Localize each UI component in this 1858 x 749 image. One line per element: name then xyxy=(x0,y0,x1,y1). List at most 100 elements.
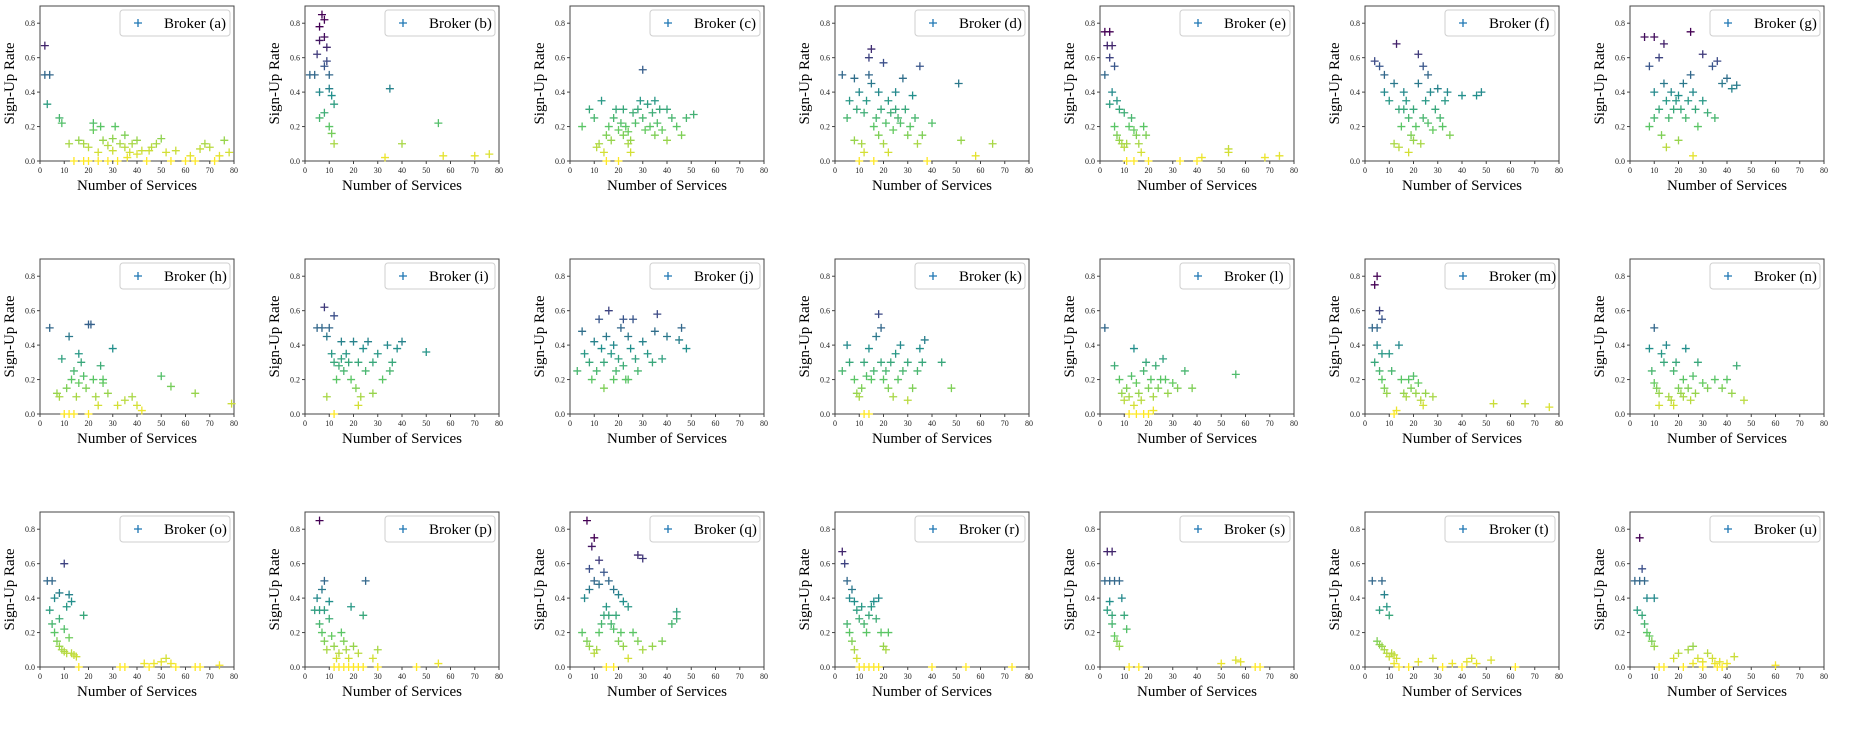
data-point xyxy=(354,401,363,410)
data-point xyxy=(667,619,676,628)
data-point xyxy=(1402,392,1411,401)
x-tick-label: 10 xyxy=(1385,166,1393,175)
data-point xyxy=(434,119,443,128)
data-point xyxy=(898,366,907,375)
data-point xyxy=(1659,663,1668,671)
data-point xyxy=(879,139,888,148)
data-point xyxy=(590,113,599,122)
legend-box xyxy=(914,515,1026,543)
data-point xyxy=(629,628,638,637)
x-axis-label: Number of Services xyxy=(607,684,727,700)
data-point xyxy=(325,614,334,623)
data-point xyxy=(886,358,895,367)
data-point xyxy=(1385,611,1394,620)
data-point xyxy=(847,585,856,594)
data-point xyxy=(227,399,236,408)
data-point xyxy=(364,337,373,346)
data-point xyxy=(1698,379,1707,387)
data-point xyxy=(1108,611,1117,620)
legend-marker xyxy=(664,19,672,27)
data-point xyxy=(57,119,66,128)
data-point xyxy=(157,372,166,381)
x-tick-label: 0 xyxy=(833,419,837,428)
data-point xyxy=(485,150,494,159)
y-tick-label: 0.6 xyxy=(25,560,35,569)
x-tick-label: 0 xyxy=(1363,419,1367,428)
data-point xyxy=(1667,88,1676,97)
data-point xyxy=(1411,389,1420,398)
data-point xyxy=(1424,119,1433,128)
legend-box xyxy=(1444,262,1556,290)
y-tick-label: 0.2 xyxy=(555,376,565,385)
data-point xyxy=(599,384,608,393)
y-tick-label: 0.4 xyxy=(820,88,830,97)
data-point xyxy=(72,652,81,661)
data-point xyxy=(133,401,141,410)
data-point xyxy=(368,389,377,398)
data-point xyxy=(599,148,608,157)
data-point xyxy=(850,74,859,83)
data-point xyxy=(315,36,324,45)
data-point xyxy=(672,607,681,616)
data-point xyxy=(1414,79,1423,88)
data-point xyxy=(590,533,599,542)
data-point xyxy=(607,136,616,145)
data-point xyxy=(1110,62,1119,71)
data-point xyxy=(663,105,671,114)
y-axis-label: Sign-Up Rate xyxy=(532,42,548,124)
x-tick-label: 0 xyxy=(1098,419,1102,428)
legend-box xyxy=(649,515,761,543)
legend-box xyxy=(119,262,231,290)
data-point xyxy=(320,303,329,312)
data-point xyxy=(196,663,205,671)
data-point xyxy=(103,141,112,150)
data-point xyxy=(624,139,633,148)
data-point xyxy=(1404,663,1413,671)
data-point xyxy=(595,628,604,637)
y-tick-label: 0.6 xyxy=(820,307,830,316)
data-point xyxy=(325,122,334,131)
y-tick-label: 0.4 xyxy=(1350,341,1360,350)
data-point xyxy=(1521,399,1530,408)
legend-box xyxy=(1709,262,1821,290)
x-tick-label: 40 xyxy=(1193,672,1201,681)
legend-marker xyxy=(1194,19,1202,27)
data-point xyxy=(855,614,864,623)
data-point xyxy=(937,358,946,367)
data-point xyxy=(1655,389,1664,398)
data-point xyxy=(1373,323,1382,332)
x-tick-label: 50 xyxy=(687,672,695,681)
data-point xyxy=(79,139,88,148)
x-tick-label: 70 xyxy=(736,166,744,175)
subplot-16: 0 10 20 30 40 50 60 70 80 0.0 0.2 0.4 0.6 0.8 Number o… xyxy=(532,511,768,700)
data-point xyxy=(313,594,322,603)
data-point xyxy=(1134,139,1143,148)
x-tick-label: 70 xyxy=(206,419,214,428)
data-point xyxy=(612,105,621,114)
x-tick-label: 50 xyxy=(157,419,165,428)
data-point xyxy=(125,148,134,157)
data-point xyxy=(1693,358,1702,367)
data-point xyxy=(585,358,594,367)
x-tick-label: 30 xyxy=(639,672,647,681)
subplot-10: 0 10 20 30 40 50 60 70 80 0.0 0.2 0.4 0.6 0.8 Number o… xyxy=(797,258,1033,447)
data-point xyxy=(597,344,606,353)
legend-marker xyxy=(929,272,937,280)
y-tick-label: 0.6 xyxy=(555,307,565,316)
y-axis-label: Sign-Up Rate xyxy=(1327,295,1343,377)
y-tick-label: 0.8 xyxy=(1350,525,1360,534)
x-tick-label: 70 xyxy=(471,672,479,681)
data-point xyxy=(79,372,88,381)
x-tick-label: 80 xyxy=(760,419,768,428)
subplot-14: 0 10 20 30 40 50 60 70 80 0.0 0.2 0.4 0.6 0.8 Number o… xyxy=(2,511,238,700)
legend-label: Broker (d) xyxy=(959,16,1022,32)
data-point xyxy=(1657,131,1666,140)
y-tick-label: 0.0 xyxy=(555,157,565,166)
data-point xyxy=(1645,632,1654,640)
data-point xyxy=(1105,27,1114,36)
data-point xyxy=(1370,280,1379,289)
x-axis-label: Number of Services xyxy=(1137,431,1257,447)
y-tick-label: 0.8 xyxy=(820,19,830,28)
data-point xyxy=(45,323,54,332)
data-point xyxy=(578,122,587,131)
